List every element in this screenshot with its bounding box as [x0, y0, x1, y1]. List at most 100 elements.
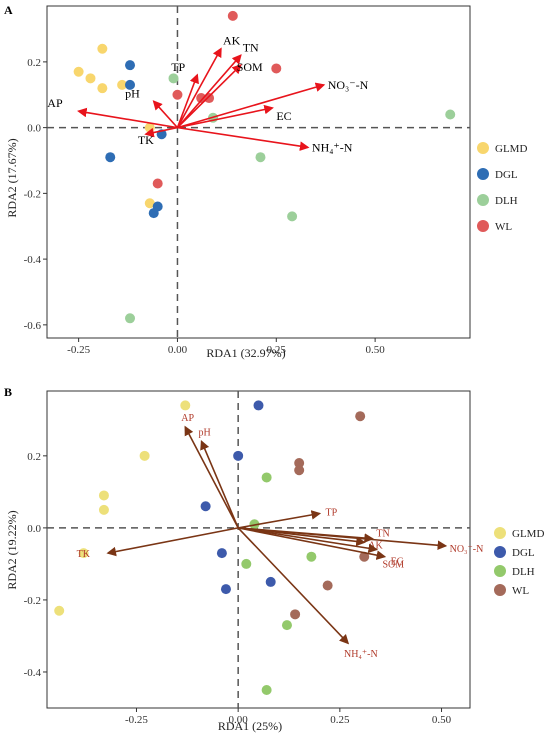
y-tick-label: -0.4 [24, 667, 42, 679]
arrow-TN [176, 54, 242, 129]
point-dgl [125, 60, 136, 71]
point-dgl [220, 584, 231, 595]
x-tick-label: 0.00 [168, 344, 188, 356]
panel-b-ylabel: RDA2 (19.22%) [5, 510, 19, 589]
point-dlh [168, 73, 179, 84]
point-glmd [73, 66, 84, 77]
arrow-label: TP [326, 507, 338, 518]
arrow-label: AP [181, 413, 194, 424]
x-tick-label: -0.25 [67, 344, 90, 356]
point-glmd [78, 548, 89, 559]
legend-swatch-wl [477, 220, 489, 232]
panel-a-xlabel: RDA1 (32.97%) [206, 346, 285, 360]
legend-swatch-glmd [477, 142, 489, 154]
point-dlh [287, 211, 298, 222]
legend-label-wl: WL [512, 585, 529, 597]
arrow-NH₄⁺-N [177, 126, 310, 151]
y-tick-label: 0.2 [27, 451, 41, 463]
arrow-label: pH [125, 86, 140, 100]
point-dgl [148, 208, 159, 219]
point-dgl [265, 576, 276, 587]
arrow-label: TK [77, 549, 91, 560]
legend-swatch-dgl [494, 546, 506, 558]
point-wl [227, 10, 238, 21]
point-glmd [98, 504, 109, 515]
arrow-SOM [176, 64, 242, 129]
legend-label-glmd: GLMD [512, 528, 544, 540]
point-wl [290, 609, 301, 620]
point-wl [355, 411, 366, 422]
point-dgl [125, 79, 136, 90]
arrow-label: TP [171, 60, 185, 74]
x-tick-label: 0.00 [229, 714, 249, 726]
legend-swatch-wl [494, 584, 506, 596]
arrow-TP [176, 73, 199, 128]
point-dlh [445, 109, 456, 120]
legend-label-dgl: DGL [512, 547, 535, 559]
legend-label-dlh: DLH [512, 566, 535, 578]
arrow-label: AP [47, 96, 63, 110]
point-glmd [97, 43, 108, 54]
arrow-pH [152, 100, 179, 129]
point-glmd [98, 490, 109, 501]
arrow-EC [238, 527, 387, 560]
legend-swatch-dlh [477, 194, 489, 206]
point-dgl [253, 400, 264, 411]
point-dlh [255, 152, 266, 163]
point-glmd [144, 198, 155, 209]
arrow-label: NH₄⁺-N [344, 649, 378, 660]
x-tick-label: -0.25 [125, 714, 148, 726]
point-glmd [117, 79, 128, 90]
point-dlh [241, 558, 252, 569]
panel-b-label: B [4, 385, 12, 399]
point-dgl [105, 152, 116, 163]
point-dlh [261, 684, 272, 695]
point-wl [294, 458, 305, 469]
x-tick-label: 0.25 [267, 344, 287, 356]
y-tick-label: -0.4 [24, 254, 42, 266]
point-dlh [281, 620, 292, 631]
point-wl [204, 93, 215, 104]
arrow-label: pH [199, 427, 211, 438]
panel-a-legend: GLMD DGL DLH WL [477, 142, 527, 233]
legend-swatch-dlh [494, 565, 506, 577]
y-tick-label: 0.2 [27, 57, 41, 69]
plot-frame [46, 5, 471, 339]
arrow-NO₃⁻-N [177, 82, 326, 129]
point-dlh [125, 313, 136, 324]
y-tick-label: -0.6 [24, 320, 42, 332]
arrow-label: SOM [382, 560, 404, 571]
panel-a-ylabel: RDA2 (17.67%) [5, 138, 19, 217]
arrow-EC [177, 104, 274, 129]
panel-a-plot-area: -0.25 0.00 0.25 0.50 -0.6 -0.4 -0.2 0.0 0.2 AK TN S… [24, 5, 471, 356]
point-wl [196, 93, 207, 104]
arrow-label: NO₃⁻-N [328, 78, 369, 92]
arrow-label: TN [376, 529, 389, 540]
arrow-label: NO₃⁻-N [450, 544, 484, 555]
y-tick-label: -0.2 [24, 188, 41, 200]
arrow-label: EC [276, 109, 291, 123]
panel-b-plot-area: -0.25 0.00 0.25 0.50-0.4-0.20.00.2APpHTPTNA… [24, 390, 484, 726]
panel-b: B -0.25 0.00 0.25 0.50 -0.4 -0.2 0.0 0.2 AP pH TP T… [4, 385, 544, 733]
x-tick-label: 0.50 [365, 344, 385, 356]
arrow-AP [184, 425, 239, 529]
panel-a-label: A [4, 3, 13, 17]
y-tick-label: -0.2 [24, 595, 41, 607]
panel-b-legend: GLMD DGL DLH WL [494, 527, 544, 597]
panel-a: A -0.25 0.00 0.25 0.50-0.6-0.4-0.20.00.2AK T… [4, 3, 527, 360]
arrow-TK [106, 527, 239, 557]
point-wl [322, 580, 333, 591]
point-glmd [139, 450, 150, 461]
point-glmd [54, 605, 65, 616]
legend-label-wl: WL [495, 221, 512, 233]
arrow-AP [77, 107, 178, 129]
arrow-AK [176, 47, 222, 129]
point-glmd [85, 73, 96, 84]
x-tick-label: 0.25 [330, 714, 350, 726]
arrow-label: TN [243, 40, 259, 54]
arrow-SOM [238, 527, 379, 554]
point-wl [294, 465, 305, 476]
point-wl [271, 63, 282, 74]
arrow-label: NH₄⁺-N [312, 140, 353, 154]
legend-label-dgl: DGL [495, 169, 518, 181]
